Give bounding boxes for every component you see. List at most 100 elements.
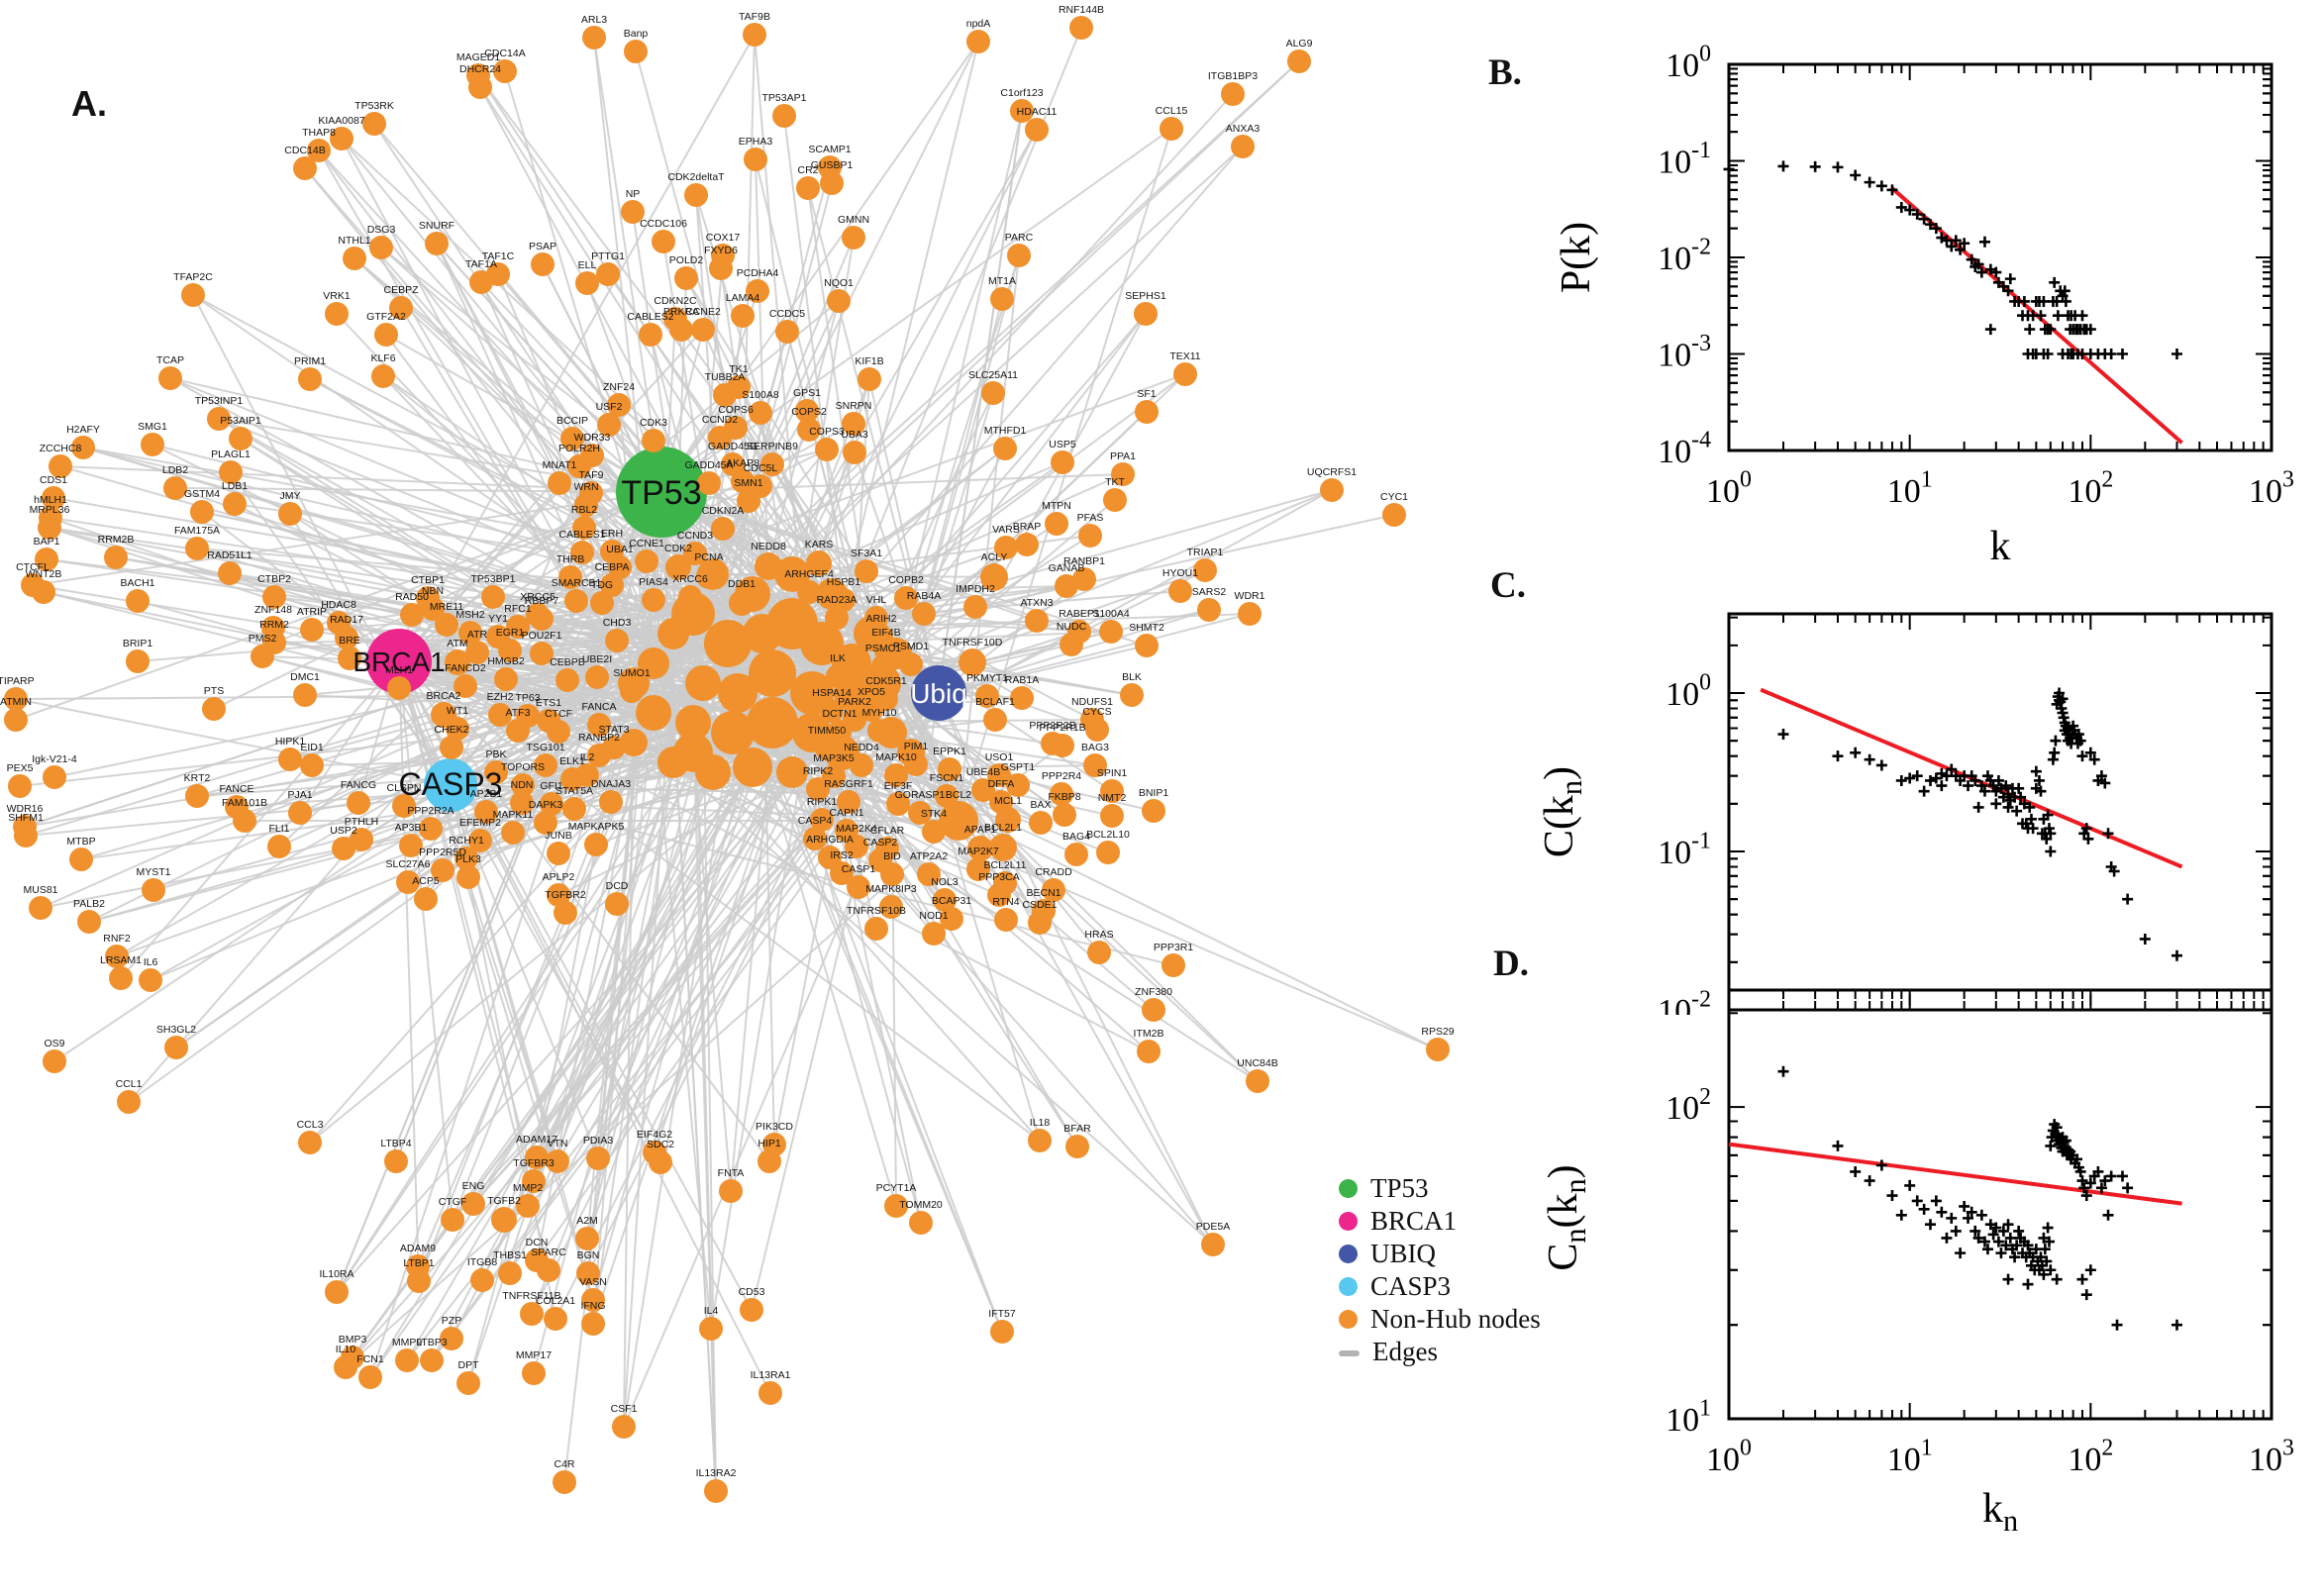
- x-tick-label: 101: [1887, 1436, 1933, 1478]
- network-node: [1193, 558, 1217, 582]
- network-node: [553, 1470, 576, 1494]
- network-node: [600, 573, 624, 597]
- network-node: [69, 848, 93, 871]
- network-node-label: MAGED1: [456, 51, 501, 63]
- network-edge: [450, 424, 610, 786]
- data-point: [1777, 729, 1789, 741]
- data-point: [2045, 1264, 2057, 1276]
- network-node-label: CASP4: [798, 815, 833, 827]
- network-node: [1029, 811, 1053, 835]
- data-point: [1904, 1179, 1916, 1191]
- network-node: [744, 148, 767, 171]
- network-node: [278, 748, 302, 771]
- network-node-label: EIF4G2: [637, 1129, 672, 1141]
- network-node-label: CCND3: [677, 530, 713, 542]
- network-node: [709, 256, 733, 280]
- panel-d-label: D.: [1493, 944, 1529, 984]
- network-node-label: TSG101: [526, 742, 564, 753]
- network-node-label: NDN: [511, 779, 534, 791]
- network-node-label: KIAA0087: [318, 115, 364, 127]
- data-point: [1987, 1229, 1999, 1241]
- network-node-label: CFLAR: [870, 825, 905, 837]
- network-node: [1078, 524, 1102, 548]
- plot-frame: [1727, 62, 2273, 452]
- network-node: [674, 266, 698, 290]
- network-node: [574, 493, 598, 517]
- data-point: [1941, 1232, 1953, 1244]
- network-node: [635, 549, 658, 573]
- network-node: [581, 1312, 605, 1336]
- network-node-label: IL13RA2: [696, 1467, 737, 1479]
- network-edge: [555, 751, 843, 1320]
- network-node: [847, 875, 870, 899]
- data-point: [2122, 893, 2134, 905]
- network-node-label: hMLH1: [34, 494, 67, 506]
- data-point: [1911, 770, 1923, 782]
- plot-frame: [1727, 988, 2273, 1421]
- network-node: [842, 412, 865, 436]
- network-node-label: COPS3: [809, 426, 845, 438]
- network-node-label: PJA1: [287, 789, 312, 801]
- network-node-label: VASN: [579, 1276, 607, 1288]
- network-node-label: HDAC11: [1017, 106, 1058, 118]
- network-node: [608, 555, 632, 579]
- data-point: [1941, 235, 1953, 247]
- network-node: [816, 578, 848, 610]
- network-node: [456, 1371, 480, 1395]
- data-point: [2122, 1182, 2134, 1194]
- network-node: [389, 296, 413, 320]
- data-point: [2038, 1268, 2050, 1280]
- data-point: [1990, 798, 2002, 810]
- y-tick-label: 10-3: [1658, 331, 1711, 373]
- network-node-label: A2M: [576, 1215, 598, 1227]
- network-node-label: BRIP1: [123, 638, 153, 649]
- network-node: [599, 790, 623, 814]
- network-node-label: TAF9: [579, 469, 604, 481]
- network-node-label: RABEP1: [1059, 608, 1100, 620]
- network-node: [605, 892, 629, 916]
- network-node: [537, 709, 560, 733]
- network-node: [267, 835, 291, 858]
- data-point: [2013, 782, 2025, 794]
- network-node-label: ADAM9: [400, 1243, 436, 1254]
- data-point: [2052, 310, 2064, 322]
- network-node: [562, 797, 586, 821]
- network-node-label: IFT57: [988, 1308, 1016, 1320]
- network-node: [762, 1133, 786, 1156]
- network-node-label: C1orf123: [1000, 87, 1043, 99]
- network-node-label: BRCA2: [426, 690, 460, 702]
- network-node: [618, 667, 650, 699]
- network-node: [1162, 953, 1185, 977]
- network-node: [1137, 1040, 1161, 1063]
- network-node-label: SMN1: [734, 477, 762, 489]
- network-edge: [52, 497, 793, 625]
- edge-swatch-icon: [1339, 1349, 1360, 1356]
- network-node: [1051, 734, 1074, 757]
- hub-label-ubiq: Ubiq: [910, 678, 967, 709]
- network-node-label: POLR2H: [558, 443, 600, 454]
- network-node: [1060, 633, 1083, 656]
- network-node: [392, 794, 416, 818]
- network-node: [369, 236, 393, 259]
- network-node: [181, 283, 205, 307]
- network-node: [572, 516, 596, 540]
- network-node-label: ACLY: [981, 551, 1008, 563]
- network-node-label: SHMT2: [1129, 622, 1164, 634]
- network-node: [511, 773, 535, 797]
- data-point: [2057, 693, 2069, 705]
- node-swatch-icon: [1339, 1310, 1358, 1329]
- hub-node-brca1: [366, 629, 432, 694]
- network-node: [1099, 620, 1123, 644]
- network-node: [461, 1192, 485, 1216]
- network-node: [530, 607, 554, 631]
- network-node-label: PBK: [485, 748, 506, 760]
- hub-label-casp3: CASP3: [399, 766, 503, 802]
- network-node-label: ZNF380: [1135, 986, 1172, 998]
- network-edge: [938, 578, 1085, 694]
- data-point: [1987, 780, 1999, 792]
- y-tick-label: 101: [1666, 1396, 1711, 1439]
- network-node-label: ARIH2: [866, 613, 897, 625]
- network-node: [1426, 1038, 1450, 1061]
- network-edge: [15, 698, 452, 786]
